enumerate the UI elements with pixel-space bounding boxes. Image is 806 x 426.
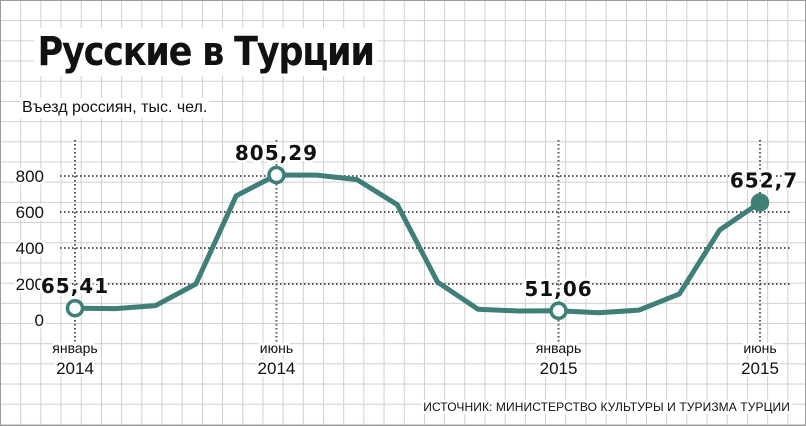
y-ticks: 800 600 400 200 0 xyxy=(13,165,46,333)
chart-title: Русские в Турции xyxy=(34,28,378,76)
data-point-marker xyxy=(65,298,85,318)
data-point-marker xyxy=(750,193,770,212)
gridlines xyxy=(60,140,790,345)
data-point-marker xyxy=(267,165,286,185)
x-tick-label-month: июнь xyxy=(260,340,293,356)
y-tick-label: 400 xyxy=(16,239,44,258)
x-tick-label-year: 2015 xyxy=(741,359,779,378)
data-point-marker xyxy=(549,301,568,321)
y-axis-label: Въезд россиян, тыс. чел. xyxy=(20,98,210,118)
y-tick-label: 800 xyxy=(16,167,44,186)
x-tick-label-year: 2015 xyxy=(540,359,578,378)
source-note: ИСТОЧНИК: МИНИСТЕРСТВО КУЛЬТУРЫ И ТУРИЗМ… xyxy=(421,400,792,414)
x-axis-labels: январь 2014 июнь 2014 январь 2015 июнь 2015 xyxy=(50,338,782,381)
data-label: 652,7 xyxy=(730,169,798,193)
series-line xyxy=(72,172,763,316)
series xyxy=(65,165,770,321)
y-tick-label: 600 xyxy=(16,203,44,222)
x-tick-label-month: январь xyxy=(52,340,97,356)
y-tick-label: 0 xyxy=(35,311,44,330)
y-tick-label: 200 xyxy=(16,275,44,294)
data-label: 65,41 xyxy=(41,274,109,298)
x-tick-label-year: 2014 xyxy=(258,359,296,378)
data-label: 805,29 xyxy=(235,141,318,165)
data-label: 51,06 xyxy=(524,277,592,301)
x-tick-label-month: январь xyxy=(536,340,581,356)
x-tick-label-month: июнь xyxy=(743,340,776,356)
x-tick-label-year: 2014 xyxy=(56,359,94,378)
data-labels: 65,41 805,29 51,06 652,7 xyxy=(38,139,799,304)
